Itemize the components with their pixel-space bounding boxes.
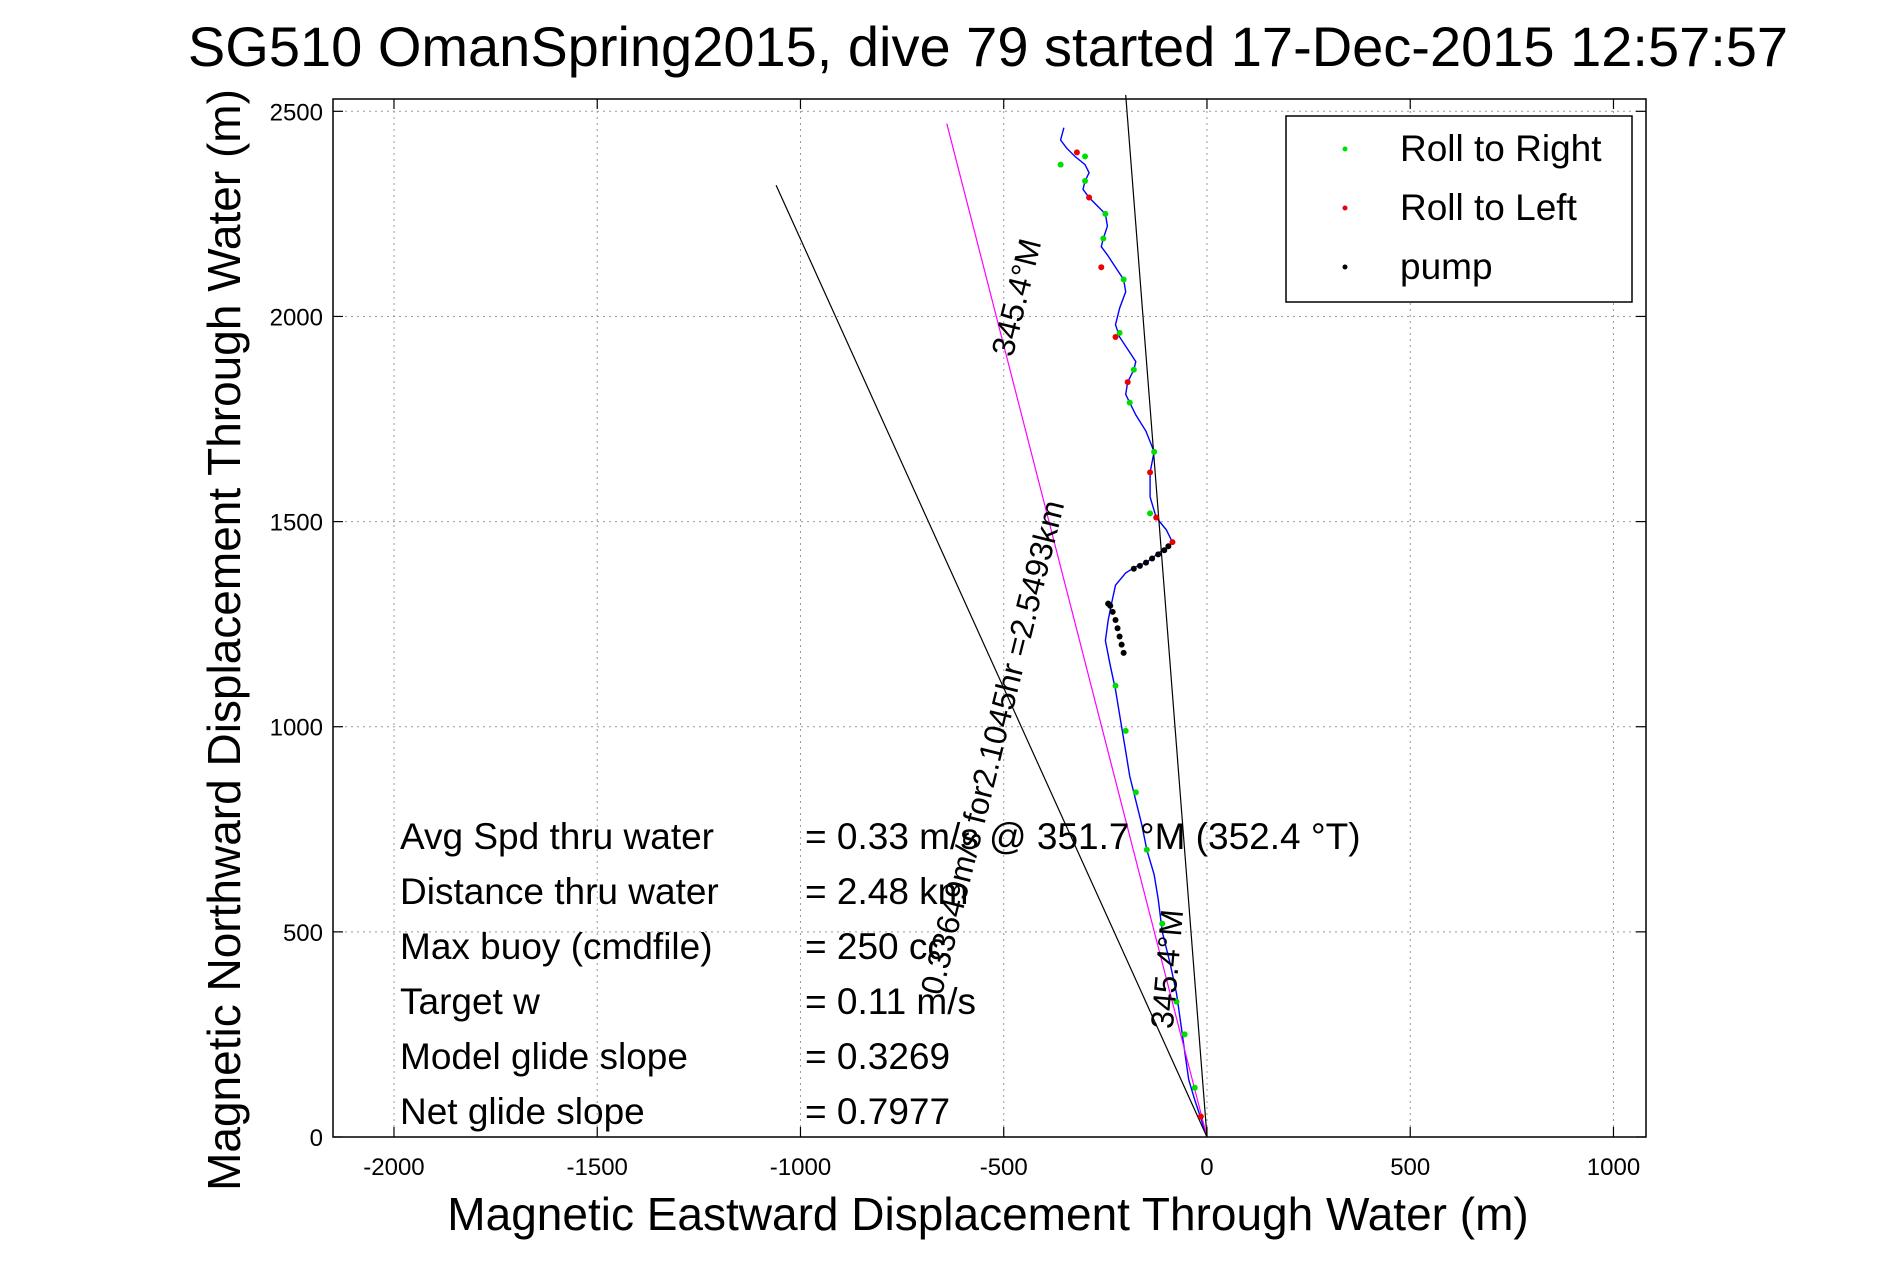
series-line-1: [946, 123, 1208, 1138]
roll-right-marker: [1191, 1084, 1198, 1091]
legend: Roll to Right Roll to Left pump: [1285, 115, 1633, 303]
pump-marker: [1136, 562, 1143, 569]
annotation-transit: 0.33649m/s for2.1045hr =2.5493km: [913, 497, 1071, 999]
plot-area-frame: [332, 98, 1647, 1138]
roll-right-marker: [1122, 727, 1129, 734]
roll-left-marker: [1169, 539, 1176, 546]
stat-value: = 2.48 km: [805, 871, 969, 912]
roll-right-marker: [1159, 920, 1166, 927]
y-tick-label: 0: [310, 1125, 323, 1152]
stat-value: = 0.33 m/s @ 351.7 °M (352.4 °T): [805, 816, 1361, 857]
axis-ticks: -2000 -1500 -1000 -500 0 500 1000 0 500 1000 1500 2…: [270, 99, 1646, 1181]
roll-right-marker: [1082, 178, 1089, 185]
pump-marker: [1165, 543, 1172, 550]
x-tick-label: -1500: [567, 1154, 628, 1181]
x-tick-label: -500: [980, 1154, 1028, 1181]
data-series: [775, 94, 1208, 1138]
roll-right-marker: [1082, 153, 1089, 160]
pump-marker: [1155, 551, 1162, 558]
x-axis-label: Magnetic Eastward Displacement Through W…: [447, 1188, 1528, 1240]
pump-marker: [1109, 608, 1116, 615]
chart-title: SG510 OmanSpring2015, dive 79 started 17…: [188, 15, 1788, 78]
legend-label: pump: [1400, 246, 1493, 287]
stat-label: Net glide slope: [400, 1091, 645, 1132]
pump-marker: [1112, 617, 1119, 624]
stat-value: = 250 cc: [805, 926, 946, 967]
y-axis-label: Magnetic Northward Displacement Through …: [198, 89, 250, 1191]
legend-label: Roll to Left: [1400, 187, 1578, 228]
pump-marker: [1120, 649, 1127, 656]
roll-right-marker: [1147, 510, 1154, 517]
roll-left-marker: [1086, 194, 1093, 201]
legend-label: Roll to Right: [1400, 128, 1602, 169]
y-tick-label: 500: [283, 920, 323, 947]
legend-marker: [1342, 205, 1348, 211]
x-tick-label: -1000: [770, 1154, 831, 1181]
roll-right-marker: [1102, 210, 1109, 217]
roll-left-marker: [1073, 149, 1080, 156]
roll-right-marker: [1120, 276, 1127, 283]
pump-marker: [1116, 633, 1123, 640]
legend-marker: [1342, 264, 1348, 270]
y-tick-label: 2000: [270, 304, 323, 331]
x-tick-label: 500: [1390, 1154, 1430, 1181]
stat-label: Max buoy (cmdfile): [400, 926, 713, 967]
roll-right-marker: [1112, 682, 1119, 689]
stat-label: Model glide slope: [400, 1036, 688, 1077]
grid-lines: [333, 99, 1646, 1138]
annotation-heading-lower: 345.4°M: [1144, 908, 1190, 1030]
y-tick-label: 1000: [270, 715, 323, 742]
roll-right-marker: [1143, 846, 1150, 853]
x-tick-label: 1000: [1587, 1154, 1640, 1181]
stat-label: Avg Spd thru water: [400, 816, 714, 857]
roll-right-marker: [1132, 789, 1139, 796]
series-line-0: [1059, 127, 1208, 1138]
data-markers: [1057, 149, 1204, 1120]
pump-marker: [1105, 600, 1112, 607]
roll-left-marker: [1147, 469, 1154, 476]
legend-marker: [1342, 146, 1348, 152]
y-tick-label: 1500: [270, 510, 323, 537]
pump-marker: [1149, 555, 1156, 562]
y-tick-label: 2500: [270, 99, 323, 126]
roll-right-marker: [1130, 366, 1137, 373]
roll-right-marker: [1181, 1031, 1188, 1038]
series-line-2: [775, 184, 1208, 1138]
x-tick-label: 0: [1200, 1154, 1213, 1181]
roll-left-marker: [1098, 264, 1105, 271]
stat-value: = 0.3269: [805, 1036, 950, 1077]
stat-label: Target w: [400, 981, 540, 1022]
stat-label: Distance thru water: [400, 871, 719, 912]
stat-value: = 0.7977: [805, 1091, 950, 1132]
roll-left-marker: [1124, 379, 1131, 386]
roll-left-marker: [1197, 1113, 1204, 1120]
roll-left-marker: [1112, 333, 1119, 340]
pump-marker: [1161, 547, 1168, 554]
stats-block: Avg Spd thru water = 0.33 m/s @ 351.7 °M …: [400, 816, 1361, 1132]
roll-right-marker: [1151, 448, 1158, 455]
pump-marker: [1114, 625, 1121, 632]
annotation-heading-upper: 345.4°M: [984, 235, 1048, 360]
roll-right-marker: [1116, 329, 1123, 336]
roll-right-marker: [1126, 399, 1133, 406]
x-tick-label: -2000: [363, 1154, 424, 1181]
pump-marker: [1118, 641, 1125, 648]
roll-right-marker: [1057, 161, 1064, 168]
roll-right-marker: [1173, 998, 1180, 1005]
roll-right-marker: [1100, 235, 1107, 242]
pump-marker: [1143, 559, 1150, 566]
roll-left-marker: [1153, 514, 1160, 521]
stat-value: = 0.11 m/s: [805, 981, 976, 1022]
pump-marker: [1130, 565, 1137, 572]
series-line-3: [1125, 94, 1208, 1138]
